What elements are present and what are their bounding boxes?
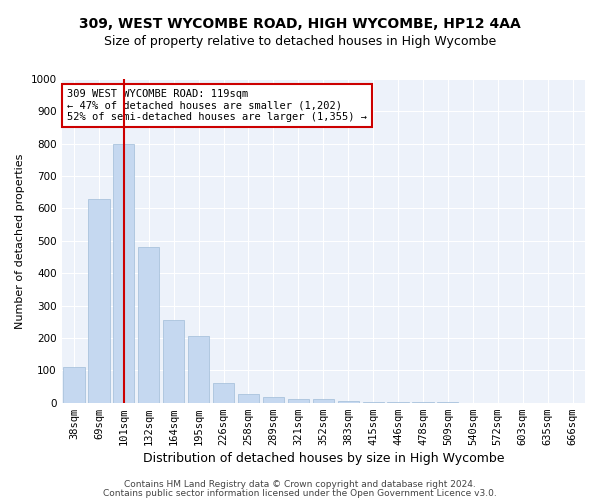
- Bar: [288, 400, 309, 402]
- Bar: [213, 382, 234, 402]
- Text: 309 WEST WYCOMBE ROAD: 119sqm
← 47% of detached houses are smaller (1,202)
52% o: 309 WEST WYCOMBE ROAD: 119sqm ← 47% of d…: [67, 88, 367, 122]
- Text: Contains HM Land Registry data © Crown copyright and database right 2024.: Contains HM Land Registry data © Crown c…: [124, 480, 476, 489]
- Bar: [238, 394, 259, 402]
- Bar: [163, 320, 184, 402]
- Bar: [138, 248, 160, 402]
- Text: Size of property relative to detached houses in High Wycombe: Size of property relative to detached ho…: [104, 35, 496, 48]
- Bar: [313, 400, 334, 402]
- Y-axis label: Number of detached properties: Number of detached properties: [15, 153, 25, 328]
- Bar: [188, 336, 209, 402]
- Bar: [263, 397, 284, 402]
- Bar: [113, 144, 134, 402]
- Text: 309, WEST WYCOMBE ROAD, HIGH WYCOMBE, HP12 4AA: 309, WEST WYCOMBE ROAD, HIGH WYCOMBE, HP…: [79, 18, 521, 32]
- Bar: [88, 199, 110, 402]
- Text: Contains public sector information licensed under the Open Government Licence v3: Contains public sector information licen…: [103, 488, 497, 498]
- Bar: [64, 367, 85, 402]
- Bar: [338, 401, 359, 402]
- X-axis label: Distribution of detached houses by size in High Wycombe: Distribution of detached houses by size …: [143, 452, 504, 465]
